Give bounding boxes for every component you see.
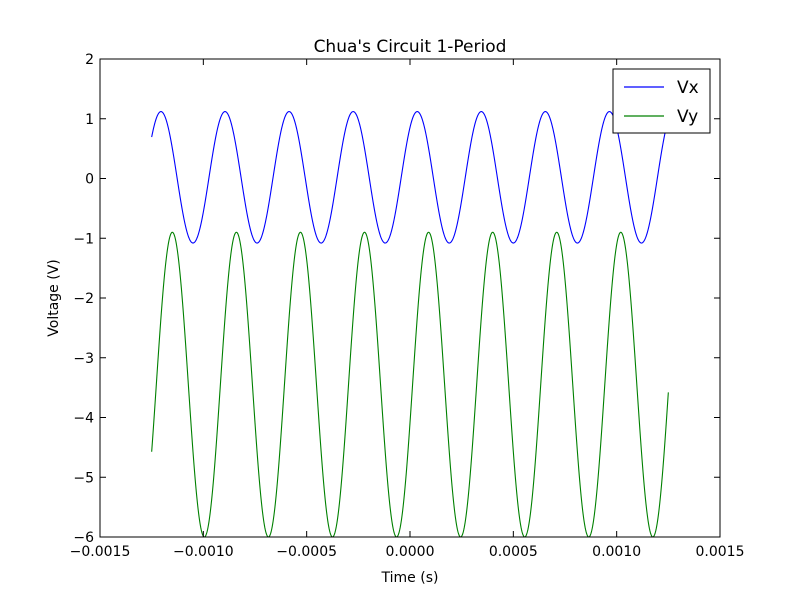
chart-title: Chua's Circuit 1-Period bbox=[314, 37, 507, 57]
legend: Vx Vy bbox=[612, 68, 711, 134]
legend-label-vx: Vx bbox=[677, 78, 699, 98]
y-tick-label: −4 bbox=[73, 411, 94, 427]
y-tick-label: −3 bbox=[73, 351, 94, 367]
y-tick-label: −2 bbox=[73, 291, 94, 307]
y-tick-label: −6 bbox=[73, 530, 94, 546]
y-tick-label: 2 bbox=[85, 52, 94, 68]
y-tick-label: −1 bbox=[73, 231, 94, 247]
legend-label-vy: Vy bbox=[677, 107, 698, 127]
legend-box bbox=[612, 68, 711, 134]
x-tick-label: 0.0010 bbox=[592, 544, 641, 560]
y-tick-label: 0 bbox=[85, 172, 94, 188]
y-axis-label: Voltage (V) bbox=[46, 259, 62, 336]
x-tick-label: 0.0000 bbox=[386, 544, 435, 560]
series-line-vy bbox=[151, 231, 669, 537]
ticks-layer: −0.0015 −0.0010 −0.0005 0.0000 0.0005 0.0010 0… bbox=[70, 52, 745, 560]
x-tick-label: 0.0015 bbox=[696, 544, 745, 560]
y-tick-label: −5 bbox=[73, 470, 94, 486]
x-tick-label: −0.0015 bbox=[70, 544, 131, 560]
x-tick-label: 0.0005 bbox=[489, 544, 538, 560]
x-tick-label: −0.0010 bbox=[173, 544, 234, 560]
series-layer bbox=[151, 111, 669, 537]
series-line-vx bbox=[151, 111, 669, 244]
x-axis-label: Time (s) bbox=[381, 570, 439, 586]
y-tick-label: 1 bbox=[85, 112, 94, 128]
x-tick-label: −0.0005 bbox=[276, 544, 337, 560]
